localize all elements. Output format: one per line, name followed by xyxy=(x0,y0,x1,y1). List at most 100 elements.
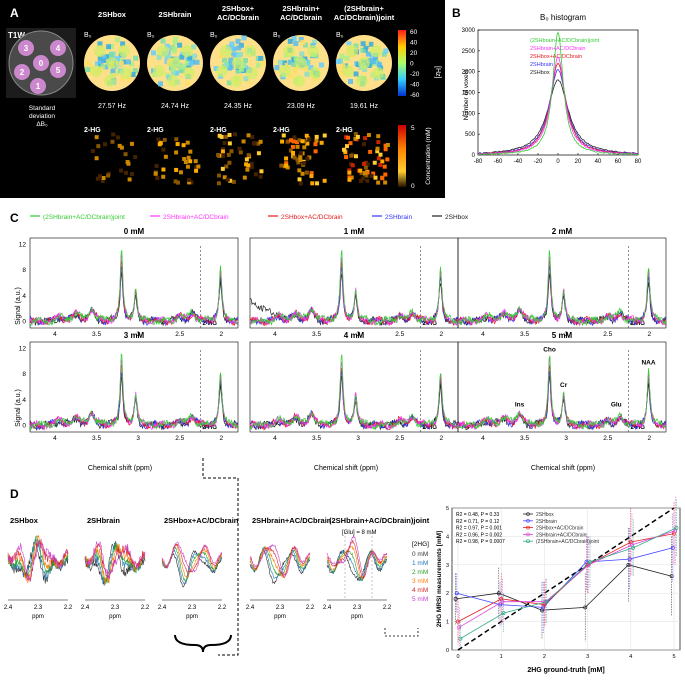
spectrum-xtick: 2.5 xyxy=(175,331,184,338)
zoom-xtick: 2.2 xyxy=(64,605,73,611)
zoom-xtick: 2.2 xyxy=(383,605,392,611)
zoom-series xyxy=(249,543,311,577)
spectrum-ytick: 4 xyxy=(22,397,26,404)
zoom-spectrum-title: (2SHbrain+AC/DCbrain)joint xyxy=(329,516,430,525)
regression-xtick: 3 xyxy=(586,654,589,660)
spectrum-subplot: 1 mM 4 3.5 3 2.5 22-HG xyxy=(249,227,459,338)
histogram-ylabel: Number of voxels xyxy=(463,69,470,120)
zoom-spectrum: 2SHbox+AC/DCbrain 2.4 2.3 2.2 ppm xyxy=(158,516,239,620)
zoom-xtick: 2.4 xyxy=(246,605,255,611)
spectrum-series xyxy=(29,254,239,325)
spectrum-xtick: 2 xyxy=(220,331,224,338)
regression-stat: R2 = 0.48, P = 0.33 xyxy=(456,512,499,518)
zoom-spectrum-title: 2SHbrain xyxy=(87,516,120,525)
spectrum-xtick: 3 xyxy=(356,331,360,338)
spectrum-xtick: 2.5 xyxy=(603,331,612,338)
hg-map: 2-HG xyxy=(271,124,331,190)
method-title: (2SHbrain+ xyxy=(344,4,384,13)
std-label-1: Standard xyxy=(29,105,56,112)
zoom-spectrum: 2SHbox 2.4 2.3 2.2 ppm xyxy=(4,516,73,620)
panel-b-histogram: B₀ histogram Number of voxels -80 -60 -40 -… xyxy=(462,13,642,165)
hg-map-label: 2-HG xyxy=(84,127,101,134)
hg-marker-label: 2-HG xyxy=(631,425,646,431)
hg-legend-item: 1 mM xyxy=(412,560,428,567)
zoom-xlabel: ppm xyxy=(274,614,286,620)
b0-symbol: B₀ xyxy=(147,32,155,39)
zoom-series xyxy=(326,549,388,582)
b0-symbol: B₀ xyxy=(210,32,218,39)
spectrum-xtick: 4 xyxy=(53,331,57,338)
regression-stat: R2 = 0.98, P = 0.0007 xyxy=(456,539,505,545)
regression-xtick: 0 xyxy=(456,654,459,660)
phantom-vial xyxy=(18,40,34,56)
method-title: 2SHbox+ xyxy=(222,4,255,13)
histogram-ytick: 0 xyxy=(472,153,476,159)
spectrum-series xyxy=(29,260,238,327)
zoom-xtick: 2.3 xyxy=(276,605,285,611)
spectrum-xtick: 2 xyxy=(220,435,224,442)
spectrum-series xyxy=(29,249,238,327)
zoom-xtick: 2.3 xyxy=(188,605,197,611)
b0-map: B₀ xyxy=(271,28,331,98)
histogram-xtick: -80 xyxy=(474,159,483,165)
spectrum-series xyxy=(29,358,239,431)
phantom-vial xyxy=(50,40,66,56)
zoom-series xyxy=(7,541,69,584)
phantom-vial xyxy=(50,62,66,78)
phantom-vial-number: 4 xyxy=(56,44,61,53)
spectrum-xtick: 2.5 xyxy=(395,331,404,338)
method-title: AC/DCbrain)joint xyxy=(334,13,395,22)
method-title: 2SHbrain+ xyxy=(282,4,320,13)
spectrum-xtick: 3.5 xyxy=(520,331,529,338)
regression-legend-item: 2SHbrain xyxy=(536,519,557,525)
spectrum-title: 2 mM xyxy=(552,227,573,236)
spectrum-xtick: 3 xyxy=(564,435,568,442)
b0-colorbar-tick: 20 xyxy=(410,50,418,57)
histogram-series xyxy=(477,62,639,155)
regression-stat: R2 = 0.97, P = 0.001 xyxy=(456,526,502,532)
spectrum-ytick: 0 xyxy=(22,423,26,430)
spectrum-ytick: 12 xyxy=(19,345,27,352)
hg-map-label: 2-HG xyxy=(147,127,164,134)
histogram-legend-item: 2SHbrain+AC/DCbrain xyxy=(530,46,585,52)
regression-point xyxy=(631,545,636,550)
spectrum-xtick: 3.5 xyxy=(312,331,321,338)
spectrum-xtick: 4 xyxy=(53,435,57,442)
b0-symbol: B₀ xyxy=(273,32,281,39)
hg-maps: 2-HG 2-HG 2-HG 2-HG 2-HG xyxy=(82,124,394,190)
hg-legend-item: 2 mM xyxy=(412,569,428,576)
b0-colorbar-unit: [Hz] xyxy=(434,66,441,79)
spectrum-xtick: 3.5 xyxy=(92,331,101,338)
zoom-series xyxy=(249,546,311,577)
hg-map-label: 2-HG xyxy=(273,127,290,134)
histogram-series xyxy=(477,56,638,155)
zoom-xlabel: ppm xyxy=(32,614,44,620)
zoom-xtick: 2.2 xyxy=(218,605,227,611)
histogram-series xyxy=(477,31,639,156)
std-value: 24.35 Hz xyxy=(224,103,253,110)
b0-colorbar-ticks: 60 40 20 0 -20 -40 -60 xyxy=(410,29,420,99)
zoom-spectrum: 2SHbrain+AC/DCbrain 2.4 2.3 2.2 ppm xyxy=(246,516,332,620)
regression-point xyxy=(458,636,463,641)
regression-point xyxy=(626,562,631,567)
regression-xtick: 2 xyxy=(543,654,546,660)
hg-marker-label: 2-HG xyxy=(423,321,438,327)
histogram-ytick: 1500 xyxy=(462,91,476,97)
b0-colorbar-tick: -20 xyxy=(410,71,420,78)
spectrum-series xyxy=(457,355,666,430)
spectrum-xtick: 3.5 xyxy=(312,435,321,442)
spectrum-xtick: 2.5 xyxy=(395,435,404,442)
regression-stat: R2 = 0.71, P = 0.12 xyxy=(456,519,499,525)
spectra-xlabel-3: Chemical shift (ppm) xyxy=(531,465,595,472)
cb2-label: Concentration (mM) xyxy=(425,127,432,184)
b0-maps: B₀ B₀ B₀ B₀ B₀ xyxy=(82,28,394,98)
histogram-xtick: -60 xyxy=(494,159,503,165)
hg-legend-item: 3 mM xyxy=(412,578,428,585)
b0-colorbar-tick: 40 xyxy=(410,40,418,47)
spectrum-ytick: 12 xyxy=(19,241,27,248)
spectrum-xtick: 4 xyxy=(481,435,485,442)
regression-point xyxy=(674,525,679,530)
